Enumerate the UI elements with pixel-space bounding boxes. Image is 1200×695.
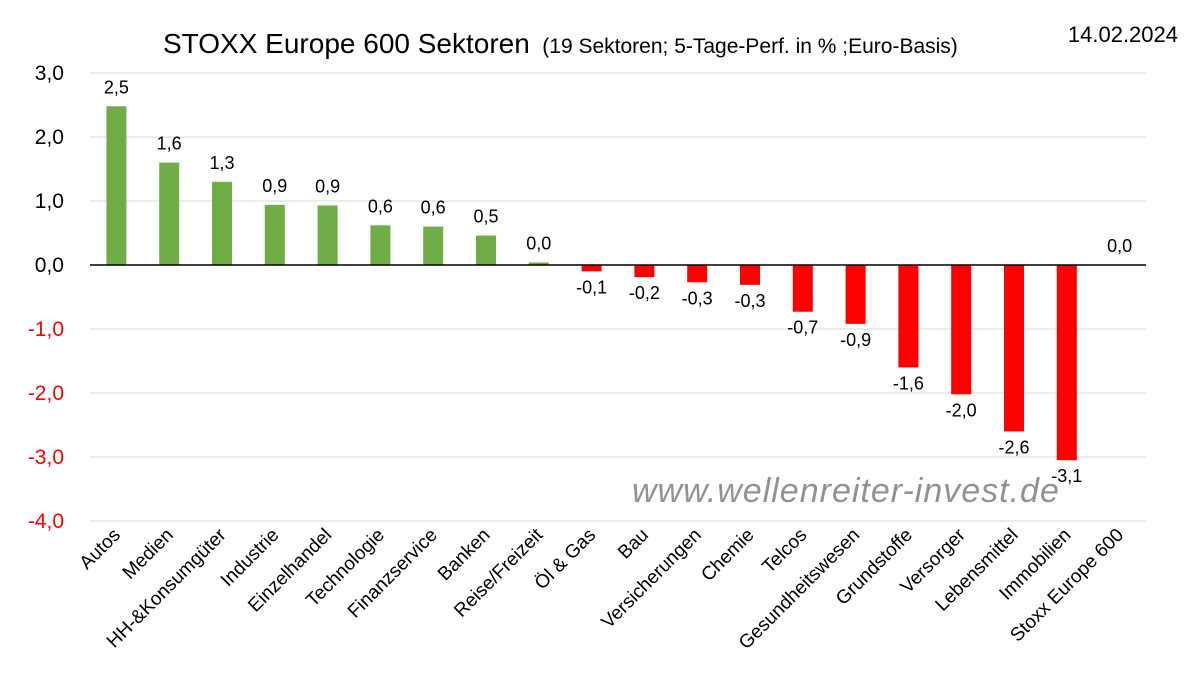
watermark: www.wellenreiter-invest.de [632,472,1060,510]
x-tick-label: Bau [614,525,653,564]
y-tick-label: 2,0 [35,126,64,149]
bar [476,235,496,265]
chart-title-group: STOXX Europe 600 Sektoren (19 Sektoren; … [163,28,958,59]
data-label: 2,5 [104,77,129,97]
bar [634,265,655,278]
bar [740,265,760,285]
bar [792,265,813,312]
data-label: 1,3 [209,153,234,173]
gridlines [90,72,1146,522]
y-tick-label: -4,0 [28,510,64,533]
data-label: -2,6 [998,437,1029,457]
data-label: -3,1 [1051,466,1082,486]
data-labels: 2,5 1,6 1,3 0,9 0,9 0,6 0,6 0,5 0,0 -0,1 -0,2 -0,3 -… [104,77,1132,486]
y-axis-ticks: 3,0 2,0 1,0 0,0 -1,0 -2,0 -3,0 -4,0 [28,62,64,533]
bar [951,265,972,395]
bar [423,226,444,265]
y-tick-label: -3,0 [28,446,64,469]
bar [106,106,127,265]
y-tick-label: -1,0 [28,318,64,341]
data-label: -2,0 [946,400,977,420]
bars [106,106,1077,461]
data-label: 0,9 [315,176,340,196]
data-label: -0,3 [734,291,765,311]
data-label: 0,0 [526,233,551,253]
y-tick-label: 0,0 [35,254,64,277]
x-tick-label: Versicherungen [598,525,706,633]
data-label: 0,6 [368,196,393,216]
x-tick-label: Chemie [697,525,758,586]
bar [528,262,549,265]
data-label: -1,6 [893,373,924,393]
bar [159,162,180,265]
bar [898,265,919,368]
y-tick-label: -2,0 [28,382,64,405]
bar [845,265,866,324]
bar [1004,265,1024,432]
y-tick-label: 3,0 [35,62,64,85]
y-tick-label: 1,0 [35,190,64,213]
bar [687,265,708,283]
bar [264,204,285,265]
data-label: -0,9 [840,330,871,350]
data-label: 0,6 [421,198,446,218]
data-label: 0,0 [1107,236,1132,256]
bar [212,181,232,265]
data-label: 1,6 [157,134,182,154]
chart-title: STOXX Europe 600 Sektoren [163,28,530,59]
data-label: -0,2 [629,283,660,303]
data-label: 0,9 [262,176,287,196]
data-label: -0,7 [787,318,818,338]
data-label: -0,1 [576,277,607,297]
x-axis-ticks: AutosMedienHH-&KonsumgüterIndustrieEinze… [76,524,1128,654]
data-label: -0,3 [682,288,713,308]
chart-date: 14.02.2024 [1068,22,1178,47]
bar [1056,265,1077,461]
bar [370,225,391,265]
x-tick-label: Autos [76,525,125,574]
data-label: 0,5 [473,207,498,227]
bar [581,265,602,272]
bar [317,205,338,265]
chart-subtitle: (19 Sektoren; 5-Tage-Perf. in % ;Euro-Ba… [542,35,958,58]
